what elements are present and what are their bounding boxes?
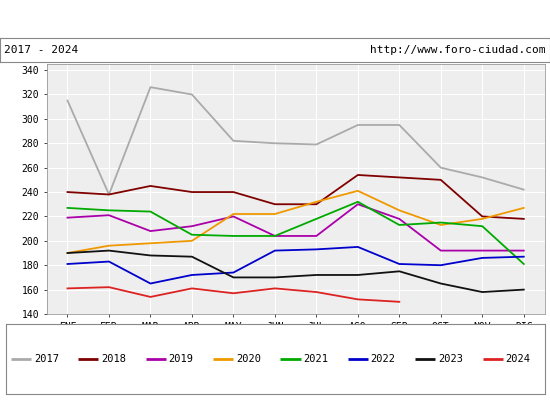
Text: 2017 - 2024: 2017 - 2024 — [4, 45, 79, 55]
Text: 2017: 2017 — [34, 354, 59, 364]
Text: 2018: 2018 — [101, 354, 126, 364]
Text: 2020: 2020 — [236, 354, 261, 364]
Text: Evolucion del paro registrado en Vallada: Evolucion del paro registrado en Vallada — [100, 11, 450, 27]
Text: 2023: 2023 — [438, 354, 463, 364]
Text: http://www.foro-ciudad.com: http://www.foro-ciudad.com — [370, 45, 546, 55]
Text: 2021: 2021 — [303, 354, 328, 364]
Text: 2024: 2024 — [505, 354, 530, 364]
Text: 2022: 2022 — [371, 354, 395, 364]
Text: 2019: 2019 — [168, 354, 194, 364]
